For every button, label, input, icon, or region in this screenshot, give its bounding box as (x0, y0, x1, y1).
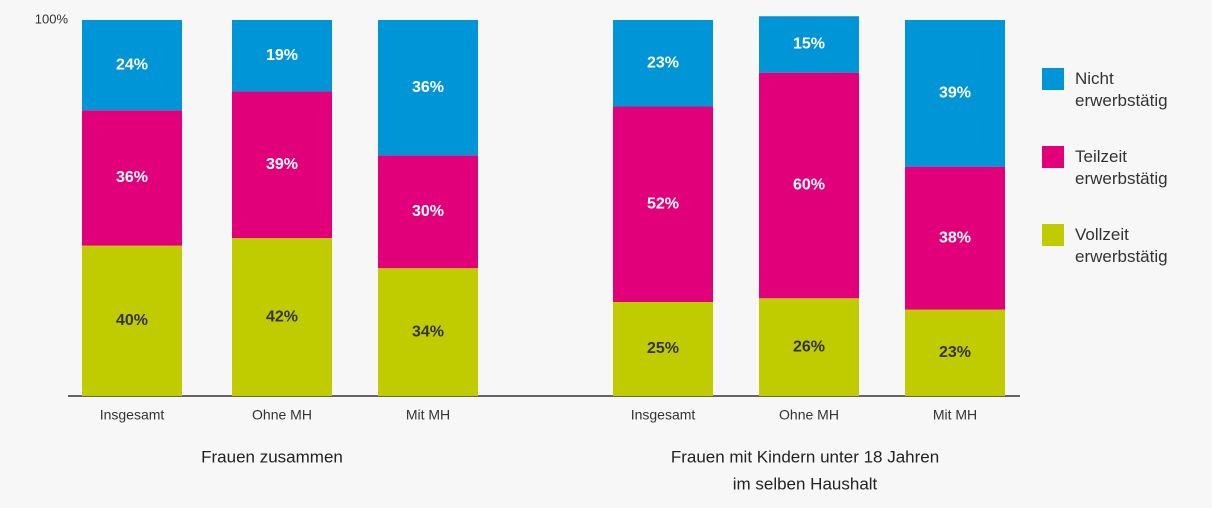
bar-segment (905, 309, 1005, 396)
y-tick-label: 100% (35, 11, 69, 26)
legend-label: Teilzeit erwerbstätig (1075, 147, 1168, 188)
value-label: 52% (647, 195, 679, 212)
value-label: 60% (793, 177, 825, 194)
value-label: 34% (412, 323, 444, 340)
bar-segment (759, 16, 859, 73)
value-label: 19% (266, 47, 298, 64)
value-label: 38% (939, 229, 971, 246)
value-label: 40% (116, 312, 148, 329)
group-label: Frauen mit Kindern unter 18 Jahren (671, 447, 939, 466)
value-label: 25% (647, 340, 679, 357)
bar-segment (232, 20, 332, 92)
bar-segment (905, 20, 1005, 167)
value-label: 23% (939, 344, 971, 361)
bar-segment (232, 238, 332, 396)
x-tick-label: Insgesamt (631, 407, 696, 423)
bar-segment (759, 72, 859, 299)
bar-segment (759, 298, 859, 396)
value-label: 42% (266, 308, 298, 325)
legend-swatch (1042, 68, 1064, 90)
bar-segment (613, 302, 713, 396)
value-label: 30% (412, 203, 444, 220)
x-tick-label: Mit MH (933, 407, 977, 423)
bar-segment (82, 110, 182, 246)
bar-segment (378, 155, 478, 269)
bar-segment (82, 20, 182, 111)
bar-segment (82, 245, 182, 396)
value-label: 15% (793, 36, 825, 53)
bar-segment (613, 20, 713, 107)
bar-segment (378, 20, 478, 156)
value-label: 23% (647, 54, 679, 71)
value-label: 36% (116, 169, 148, 186)
legend-label: Nicht erwerbstätig (1075, 69, 1168, 110)
x-tick-label: Mit MH (406, 407, 450, 423)
group-label: Frauen zusammen (201, 447, 343, 466)
value-label: 39% (266, 156, 298, 173)
value-label: 36% (412, 79, 444, 96)
x-tick-label: Ohne MH (252, 407, 312, 423)
legend-swatch (1042, 146, 1064, 168)
legend-label: Vollzeit erwerbstätig (1075, 225, 1168, 266)
value-label: 24% (116, 56, 148, 73)
bar-segment (232, 91, 332, 239)
group-label: im selben Haushalt (733, 474, 878, 493)
value-label: 26% (793, 338, 825, 355)
x-tick-label: Insgesamt (100, 407, 165, 423)
x-tick-label: Ohne MH (779, 407, 839, 423)
value-label: 39% (939, 85, 971, 102)
bar-segment (378, 268, 478, 396)
bar-segment (613, 106, 713, 302)
bar-segment (905, 166, 1005, 310)
legend-swatch (1042, 224, 1064, 246)
